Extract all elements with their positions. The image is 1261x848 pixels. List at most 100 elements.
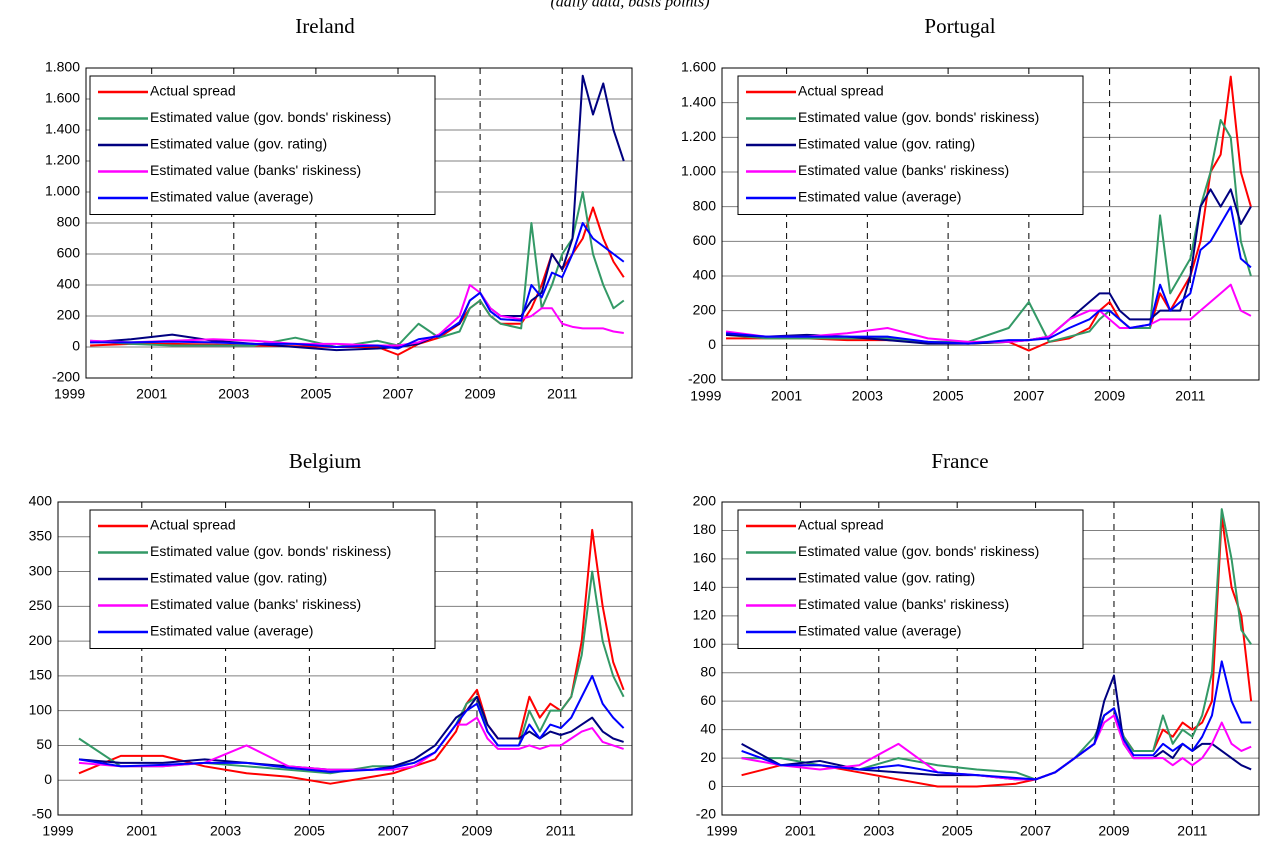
- y-tick-label: 50: [36, 736, 52, 752]
- legend-label: Estimated value (gov. bonds' riskiness): [150, 109, 391, 125]
- y-tick-label: 200: [29, 632, 53, 648]
- x-tick-label: 2007: [1020, 823, 1051, 839]
- legend-label: Estimated value (average): [798, 189, 961, 205]
- legend-label: Estimated value (gov. bonds' riskiness): [798, 109, 1039, 125]
- y-tick-label: 1.400: [681, 93, 716, 109]
- x-tick-label: 2011: [1177, 823, 1207, 839]
- y-tick-label: 300: [29, 562, 53, 578]
- panel-title: France: [931, 449, 988, 473]
- series-line: [741, 660, 1252, 781]
- legend-label: Estimated value (banks' riskiness): [150, 596, 361, 612]
- x-tick-label: 2007: [378, 823, 409, 839]
- series-line: [741, 714, 1252, 781]
- y-tick-label: 60: [700, 692, 716, 708]
- y-tick-label: 350: [29, 527, 53, 543]
- legend: Actual spread Estimated value (gov. bonds…: [89, 509, 436, 649]
- y-tick-label: 1.400: [45, 121, 80, 137]
- y-tick-label: 250: [29, 597, 53, 613]
- legend-label: Actual spread: [150, 517, 236, 533]
- x-tick-label: 2001: [126, 823, 157, 839]
- y-tick-label: 1.800: [45, 59, 80, 75]
- y-tick-label: 0: [708, 336, 716, 352]
- series-line: [78, 674, 625, 773]
- plot-border: [57, 501, 633, 816]
- plot-border: [721, 67, 1260, 381]
- y-tick-label: 160: [693, 550, 717, 566]
- x-tick-label: 2003: [863, 823, 894, 839]
- y-tick-label: 100: [693, 635, 717, 651]
- legend-label: Actual spread: [798, 517, 884, 533]
- x-tick-label: 2009: [1098, 823, 1129, 839]
- series-line: [741, 674, 1252, 781]
- x-tick-label: 2001: [785, 823, 816, 839]
- legend-label: Estimated value (gov. rating): [798, 136, 975, 152]
- x-tick-label: 2005: [942, 823, 973, 839]
- series-line: [725, 283, 1252, 343]
- series-line: [78, 695, 624, 771]
- y-tick-label: -200: [688, 371, 716, 387]
- y-tick-label: 200: [693, 301, 717, 317]
- x-tick-label: 2011: [1175, 388, 1205, 404]
- legend-label: Estimated value (gov. rating): [150, 136, 327, 152]
- x-tick-label: 2011: [547, 386, 577, 402]
- y-tick-label: 1.000: [681, 163, 716, 179]
- x-tick-label: 1999: [706, 823, 737, 839]
- legend-label: Estimated value (banks' riskiness): [798, 596, 1009, 612]
- legend-label: Estimated value (gov. bonds' riskiness): [798, 543, 1039, 559]
- x-tick-label: 2009: [461, 823, 492, 839]
- x-tick-label: 2003: [852, 388, 883, 404]
- legend-label: Estimated value (banks' riskiness): [150, 162, 361, 178]
- legend: Actual spread Estimated value (gov. bonds…: [737, 509, 1084, 649]
- y-tick-label: -200: [52, 369, 80, 385]
- x-tick-label: 2001: [771, 388, 802, 404]
- y-tick-label: -50: [32, 806, 52, 822]
- legend: Actual spread Estimated value (gov. bonds…: [89, 75, 436, 215]
- series-line: [90, 222, 625, 350]
- y-tick-label: 600: [57, 245, 81, 261]
- y-tick-label: 1.200: [45, 152, 80, 168]
- series-line: [725, 188, 1252, 345]
- x-tick-label: 2009: [465, 386, 496, 402]
- legend-label: Estimated value (gov. bonds' riskiness): [150, 543, 391, 559]
- panel-title: Belgium: [289, 449, 361, 473]
- y-tick-label: 1.600: [45, 90, 80, 106]
- y-tick-label: 0: [72, 338, 80, 354]
- legend-label: Actual spread: [798, 83, 884, 99]
- y-tick-label: 0: [44, 771, 52, 787]
- plot-border: [85, 67, 633, 379]
- plot-border: [721, 501, 1260, 816]
- y-tick-label: 1.200: [681, 128, 716, 144]
- y-tick-label: 180: [693, 521, 717, 537]
- y-tick-label: 40: [700, 720, 716, 736]
- panel-title: Ireland: [295, 14, 355, 38]
- y-tick-label: 400: [29, 493, 53, 509]
- legend-label: Estimated value (gov. rating): [150, 570, 327, 586]
- y-tick-label: -20: [696, 806, 716, 822]
- x-tick-label: 2007: [382, 386, 413, 402]
- legend-label: Estimated value (average): [150, 623, 313, 639]
- y-tick-label: 0: [708, 777, 716, 793]
- x-tick-label: 2011: [546, 823, 576, 839]
- y-tick-label: 800: [57, 214, 81, 230]
- series-line: [90, 191, 625, 348]
- x-tick-label: 2003: [210, 823, 241, 839]
- x-tick-label: 2005: [294, 823, 325, 839]
- y-tick-label: 800: [693, 197, 717, 213]
- y-tick-label: 120: [693, 607, 717, 623]
- y-tick-label: 400: [693, 267, 717, 283]
- x-tick-label: 2005: [300, 386, 331, 402]
- y-tick-label: 1.600: [681, 59, 716, 75]
- x-tick-label: 2005: [933, 388, 964, 404]
- y-tick-label: 200: [57, 307, 81, 323]
- y-tick-label: 100: [29, 701, 53, 717]
- subtitle: (daily data, basis points): [550, 0, 709, 11]
- y-tick-label: 80: [700, 663, 716, 679]
- series-line: [78, 716, 624, 771]
- legend: Actual spread Estimated value (gov. bonds…: [737, 75, 1084, 215]
- legend-label: Estimated value (banks' riskiness): [798, 162, 1009, 178]
- series-line: [725, 205, 1252, 345]
- legend-label: Estimated value (gov. rating): [798, 570, 975, 586]
- y-tick-label: 400: [57, 276, 81, 292]
- x-tick-label: 2003: [218, 386, 249, 402]
